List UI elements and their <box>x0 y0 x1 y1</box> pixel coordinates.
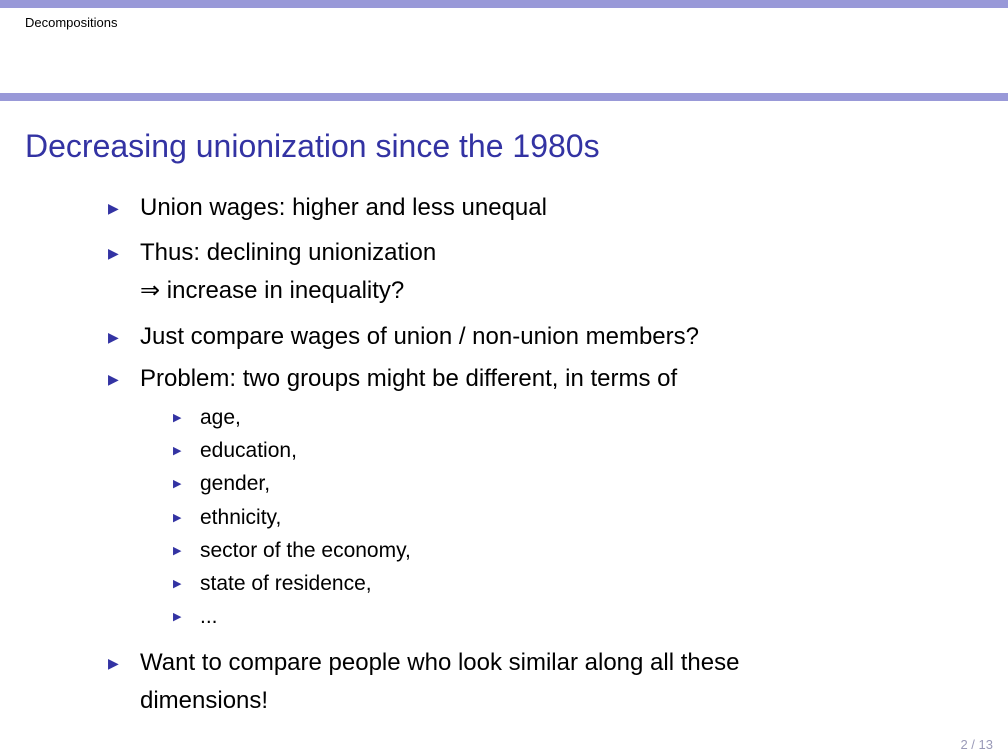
bullet-marker-icon: ▶ <box>108 200 119 216</box>
bullet-continuation: ⇒ increase in inequality? <box>140 277 405 304</box>
sub-bullet-marker-icon: ▶ <box>173 412 182 424</box>
title-divider-bar <box>0 93 1008 101</box>
bullet-marker-icon: ▶ <box>108 329 119 345</box>
sub-bullet-marker-icon: ▶ <box>173 445 182 457</box>
sub-bullet-text: age, <box>200 406 241 429</box>
sub-bullet-text: gender, <box>200 472 271 495</box>
bullet-text: Want to compare people who look similar … <box>140 649 740 676</box>
bullet-text: Just compare wages of union / non-union … <box>140 323 699 350</box>
bullet-item: ▶ Thus: declining unionization <box>108 234 437 272</box>
sub-bullet-item: ▶ age, <box>173 403 241 433</box>
bullet-item: ▶ Want to compare people who look simila… <box>108 644 740 682</box>
sub-bullet-item: ▶ sector of the economy, <box>173 536 411 566</box>
sub-bullet-marker-icon: ▶ <box>173 611 182 623</box>
bullet-marker-icon: ▶ <box>108 655 119 671</box>
bullet-marker-icon: ▶ <box>108 371 119 387</box>
sub-bullet-text: education, <box>200 439 297 462</box>
bullet-item: ▶ Union wages: higher and less unequal <box>108 189 547 227</box>
bullet-marker-icon: ▶ <box>108 245 119 261</box>
bullet-text: Union wages: higher and less unequal <box>140 194 547 221</box>
section-label: Decompositions <box>25 15 118 30</box>
sub-bullet-item: ▶ state of residence, <box>173 569 372 599</box>
top-header-bar <box>0 0 1008 8</box>
sub-bullet-marker-icon: ▶ <box>173 578 182 590</box>
sub-bullet-item: ▶ ... <box>173 602 218 632</box>
bullet-item: ▶ Just compare wages of union / non-unio… <box>108 318 699 356</box>
slide-title: Decreasing unionization since the 1980s <box>25 128 600 164</box>
sub-bullet-item: ▶ gender, <box>173 469 271 499</box>
sub-bullet-text: state of residence, <box>200 572 372 595</box>
bullet-text: Thus: declining unionization <box>140 239 437 266</box>
bullet-continuation: dimensions! <box>140 687 269 714</box>
sub-bullet-item: ▶ ethnicity, <box>173 503 282 533</box>
sub-bullet-text: ... <box>200 605 218 628</box>
sub-bullet-text: ethnicity, <box>200 506 282 529</box>
bullet-item: ▶ Problem: two groups might be different… <box>108 360 678 398</box>
sub-bullet-text: sector of the economy, <box>200 539 411 562</box>
sub-bullet-item: ▶ education, <box>173 436 297 466</box>
sub-bullet-marker-icon: ▶ <box>173 545 182 557</box>
sub-bullet-marker-icon: ▶ <box>173 512 182 524</box>
bullet-text: Problem: two groups might be different, … <box>140 365 678 392</box>
sub-bullet-marker-icon: ▶ <box>173 478 182 490</box>
page-number: 2 / 13 <box>960 737 993 752</box>
